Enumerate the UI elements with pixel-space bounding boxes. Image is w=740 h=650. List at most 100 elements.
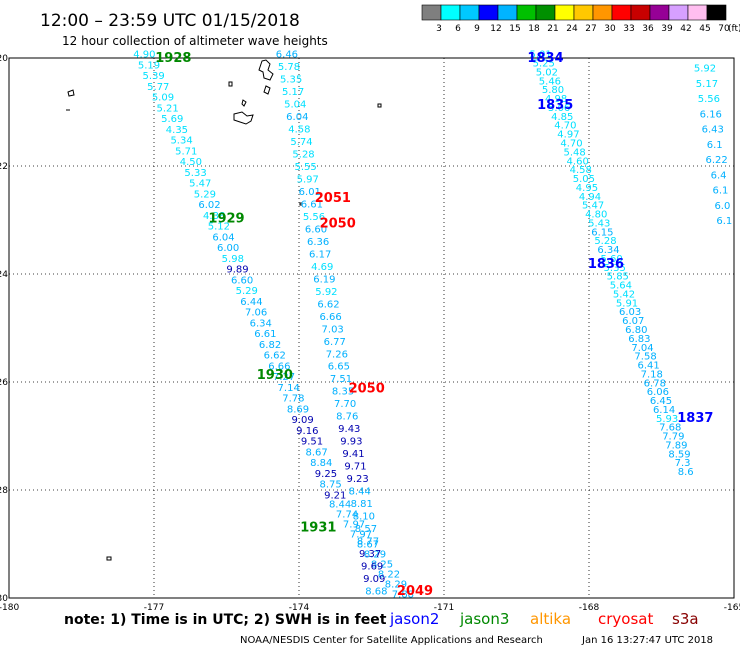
legend-swatch	[440, 4, 461, 21]
wave-height-value: 5.33	[184, 168, 206, 179]
pass-time-label: 1835	[537, 98, 573, 113]
wave-height-value: 6.4	[711, 170, 727, 181]
wave-height-value: 6.0	[714, 201, 730, 212]
plot-border	[8, 57, 735, 599]
wave-height-value: 9.71	[344, 462, 366, 473]
wave-height-value: 5.05	[573, 174, 595, 185]
legend-label: 45	[699, 24, 710, 34]
wave-height-value: 5.28	[594, 236, 616, 247]
wave-height-value: 4.60	[567, 156, 589, 167]
track-t1: 4.905.195.395.775.095.215.694.355.345.71…	[133, 50, 346, 502]
legend-label: 24	[566, 24, 578, 34]
wave-height-value: 9.16	[296, 426, 318, 437]
wave-height-value: 9.09	[292, 415, 314, 426]
pass-time-label: 1837	[677, 411, 713, 426]
island-shape	[377, 103, 382, 108]
wave-height-value: 6.14	[653, 405, 675, 416]
track-t3: 6.465.78 5.355.17 5.046.04 4.585.74 5.285.55…	[276, 50, 388, 598]
legend-swatch	[706, 4, 727, 21]
wave-height-value: 6.16	[700, 109, 722, 120]
wave-height-value: 8.59	[668, 449, 690, 460]
wave-height-value: 7.3	[675, 458, 691, 469]
wave-height-value: 8.35	[332, 387, 354, 398]
credit-text: NOAA/NESDIS Center for Satellite Applica…	[240, 635, 543, 646]
wave-height-value: 4.58	[570, 165, 592, 176]
wave-height-value: 4.38	[203, 211, 225, 222]
wave-height-value: 8.84	[310, 458, 332, 469]
generated-timestamp: Jan 16 13:27:47 UTC 2018	[581, 635, 713, 646]
x-tick-label: -180	[0, 603, 19, 613]
island-shape	[106, 556, 112, 561]
pass-time-label: 2049	[397, 584, 433, 599]
pass-time-label: 1928	[155, 51, 191, 66]
wave-height-value: 6.78	[644, 378, 666, 389]
wave-height-value: 6.62	[317, 299, 339, 310]
wave-height-value: 6.45	[650, 396, 672, 407]
map-subtitle: 12 hour collection of altimeter wave hei…	[62, 34, 328, 48]
wave-height-value: 8.75	[319, 480, 341, 491]
wave-height-value: 6.66	[319, 312, 341, 323]
map-title: 12:00 – 23:59 UTC 01/15/2018	[40, 11, 300, 31]
island-shape	[299, 202, 303, 206]
wave-height-value: 4.97	[557, 130, 579, 141]
wave-height-value: 5.01	[530, 50, 552, 61]
wave-height-value: 5.09	[152, 93, 174, 104]
wave-height-value: 8.29	[364, 550, 386, 561]
wave-height-value: 4.35	[166, 125, 188, 136]
wave-height-value: 8.10	[353, 512, 375, 523]
y-tick-label: -24	[0, 270, 8, 280]
wave-height-value: 5.12	[208, 222, 230, 233]
legend-label: 27	[585, 24, 596, 34]
wave-height-value: 9.51	[301, 437, 323, 448]
legend-swatch	[535, 4, 556, 21]
legend-swatch	[573, 4, 594, 21]
wave-height-value: 8.77	[357, 537, 379, 548]
wave-height-value: 7.51	[330, 374, 352, 385]
wave-height-value: 6.34	[250, 318, 272, 329]
wave-height-value: 5.43	[588, 218, 610, 229]
pass-time-label: 2050	[349, 381, 385, 396]
wave-height-value: 6.36	[307, 237, 329, 248]
legend-label: 30	[604, 24, 616, 34]
wave-height-value: 6.1	[707, 140, 723, 151]
wave-height-value: 9.89	[226, 265, 248, 276]
wave-height-value: 7.18	[641, 369, 663, 380]
satellite-jason3-label: jason3	[459, 610, 509, 628]
wave-height-value: 5.98	[222, 254, 244, 265]
wave-height-value: 5.97	[297, 175, 319, 186]
y-tick-label: -20	[0, 54, 8, 64]
island-shape	[263, 85, 271, 95]
wave-height-value: 5.06	[548, 103, 570, 114]
x-tick-label: -171	[434, 603, 454, 613]
pass-time-label: 1836	[588, 257, 624, 272]
wave-height-value: 5.04	[284, 100, 306, 111]
wave-height-value: 6.62	[264, 351, 286, 362]
wave-height-value: 9.93	[340, 437, 362, 448]
legend-label: 21	[547, 24, 558, 34]
wave-height-value: 7.74	[336, 510, 358, 521]
wave-height-value: 7.78	[282, 394, 304, 405]
legend-label: 33	[623, 24, 634, 34]
wave-height-value: 5.21	[156, 103, 178, 114]
wave-height-value: 5.34	[170, 136, 192, 147]
wave-height-value: 6.03	[619, 307, 641, 318]
y-tick-label: -26	[0, 378, 8, 388]
x-tick-label: -165	[724, 603, 740, 613]
x-tick-label: -177	[144, 603, 164, 613]
wave-height-value: 5.71	[175, 146, 197, 157]
wave-height-value: 5.55	[294, 162, 316, 173]
wave-height-value: 6.19	[313, 274, 335, 285]
wave-height-value: 6.06	[647, 387, 669, 398]
island-outlines	[66, 57, 598, 561]
wave-height-value: 4.50	[180, 157, 202, 168]
legend-swatch	[421, 4, 442, 21]
wave-height-value: 4.69	[311, 262, 333, 273]
wave-height-value: 8.44	[329, 500, 351, 511]
wave-height-value: 8.22	[378, 570, 400, 581]
legend-label: 18	[528, 24, 540, 34]
wave-height-value: 6.43	[702, 125, 724, 136]
wave-height-value: 7.89	[665, 440, 687, 451]
wave-height-value: 4.58	[288, 125, 310, 136]
